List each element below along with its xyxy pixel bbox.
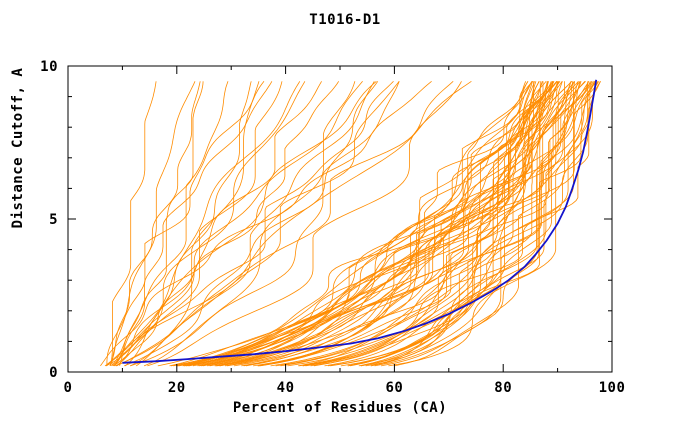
ensemble-curve xyxy=(241,81,533,367)
curves-layer xyxy=(100,79,602,367)
ensemble-curve xyxy=(209,81,591,367)
ensemble-curve xyxy=(169,81,533,367)
ensemble-curve xyxy=(303,81,575,367)
ensemble-curve xyxy=(112,80,377,367)
x-tick-label: 80 xyxy=(494,380,512,396)
ensemble-curve xyxy=(380,81,572,367)
ensemble-curve xyxy=(328,81,599,367)
x-tick-label: 40 xyxy=(277,380,295,396)
ensemble-curve xyxy=(109,81,201,367)
ensemble-curve xyxy=(143,81,356,367)
ensemble-curve xyxy=(170,81,554,367)
ticks-layer xyxy=(67,65,613,373)
ensemble-curve xyxy=(177,81,527,367)
x-axis-label: Percent of Residues (CA) xyxy=(233,400,447,416)
ensemble-curve xyxy=(130,81,400,367)
ensemble-curve xyxy=(245,81,549,367)
ensemble-curve xyxy=(186,81,575,367)
ensemble-curve xyxy=(226,81,581,367)
ensemble-curve xyxy=(388,81,589,367)
ensemble-curve xyxy=(305,81,596,367)
ensemble-curve xyxy=(105,81,394,367)
ensemble-curve xyxy=(116,81,322,367)
ensemble-curve xyxy=(135,81,260,367)
ensemble-curve xyxy=(219,81,529,367)
ensemble-curve xyxy=(275,81,558,367)
x-tick-label: 0 xyxy=(64,380,73,396)
ensemble-curve xyxy=(105,81,363,367)
ensemble-curve xyxy=(176,81,572,367)
ensemble-curve xyxy=(113,81,340,367)
ensemble-curve xyxy=(280,81,596,367)
ensemble-curve xyxy=(374,81,575,367)
ensemble-curve xyxy=(115,81,283,367)
highlight-curve xyxy=(122,79,598,364)
ensemble-curve xyxy=(192,81,586,367)
ensemble-curve xyxy=(157,81,533,367)
ensemble-curve xyxy=(182,81,558,367)
ensemble-curve xyxy=(124,81,379,367)
ensemble-curve xyxy=(106,81,265,366)
ensemble-curve xyxy=(114,81,301,367)
ensemble-curve xyxy=(199,81,540,367)
y-tick-label: 0 xyxy=(49,365,58,381)
ensemble-curve xyxy=(270,81,572,367)
ensemble-curve xyxy=(394,81,558,367)
ensemble-curve xyxy=(189,81,558,367)
ensemble-curve xyxy=(104,80,472,367)
ensemble-curve xyxy=(184,81,597,367)
ensemble-curve xyxy=(358,81,537,367)
ensemble-curve xyxy=(111,81,229,367)
ensemble-curve xyxy=(124,81,252,367)
ensemble-curve xyxy=(188,81,547,367)
ensemble-curve xyxy=(260,81,549,367)
ensemble-curve xyxy=(119,81,273,367)
y-axis-label: Distance Cutoff, A xyxy=(10,68,26,229)
y-tick-label: 5 xyxy=(49,212,58,228)
ensemble-curve xyxy=(360,81,563,367)
ensemble-curve xyxy=(257,81,555,367)
x-tick-label: 100 xyxy=(599,380,626,396)
x-tick-label: 20 xyxy=(168,380,186,396)
ensemble-curve xyxy=(183,81,579,367)
ensemble-curve xyxy=(214,81,548,367)
ensemble-curve xyxy=(115,81,454,367)
ensemble-curve xyxy=(110,81,157,366)
ensemble-curve xyxy=(115,81,375,367)
ensemble-curve xyxy=(340,81,594,367)
x-tick-label: 60 xyxy=(385,380,403,396)
tick-labels-layer: 0 20 40 60 80 100 0 5 10 xyxy=(40,59,625,396)
chart-title: T1016-D1 xyxy=(309,12,380,28)
ensemble-curve xyxy=(114,81,204,367)
y-tick-label: 10 xyxy=(40,59,58,75)
ensemble-curve xyxy=(173,81,533,367)
ensemble-curve xyxy=(287,81,600,367)
ensemble-curve xyxy=(350,81,553,367)
ensemble-curve xyxy=(100,80,432,367)
ensemble-curve xyxy=(217,81,559,367)
ensemble-curve xyxy=(365,81,573,367)
ensemble-curve xyxy=(233,81,552,367)
